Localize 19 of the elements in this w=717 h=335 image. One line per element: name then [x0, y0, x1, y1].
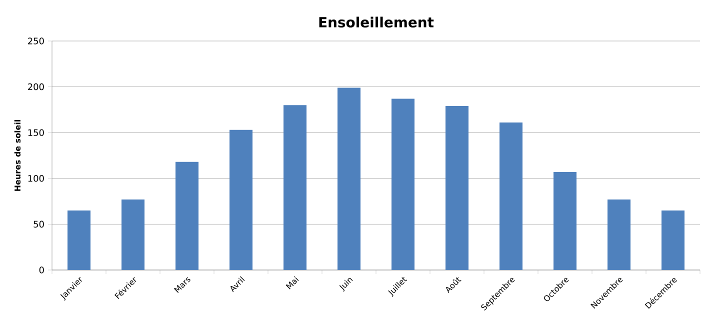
y-tick-label: 250: [28, 38, 44, 44]
bar: [68, 210, 90, 270]
bar: [662, 210, 685, 270]
bar: [284, 105, 307, 270]
bar: [338, 88, 361, 270]
bar: [122, 199, 144, 270]
bar: [554, 172, 577, 270]
y-tick-label: 100: [28, 175, 44, 182]
y-tick-label: 50: [34, 220, 44, 228]
y-tick-label: 0: [39, 266, 44, 274]
bar: [446, 106, 469, 270]
bar: [176, 162, 198, 270]
bar: [608, 199, 631, 270]
chart-title: Ensoleillement: [319, 16, 434, 28]
y-tick-label: 150: [28, 129, 44, 136]
bar: [500, 122, 523, 270]
bar: [230, 130, 253, 270]
bar: [392, 98, 415, 270]
y-tick-label: 200: [28, 83, 44, 90]
